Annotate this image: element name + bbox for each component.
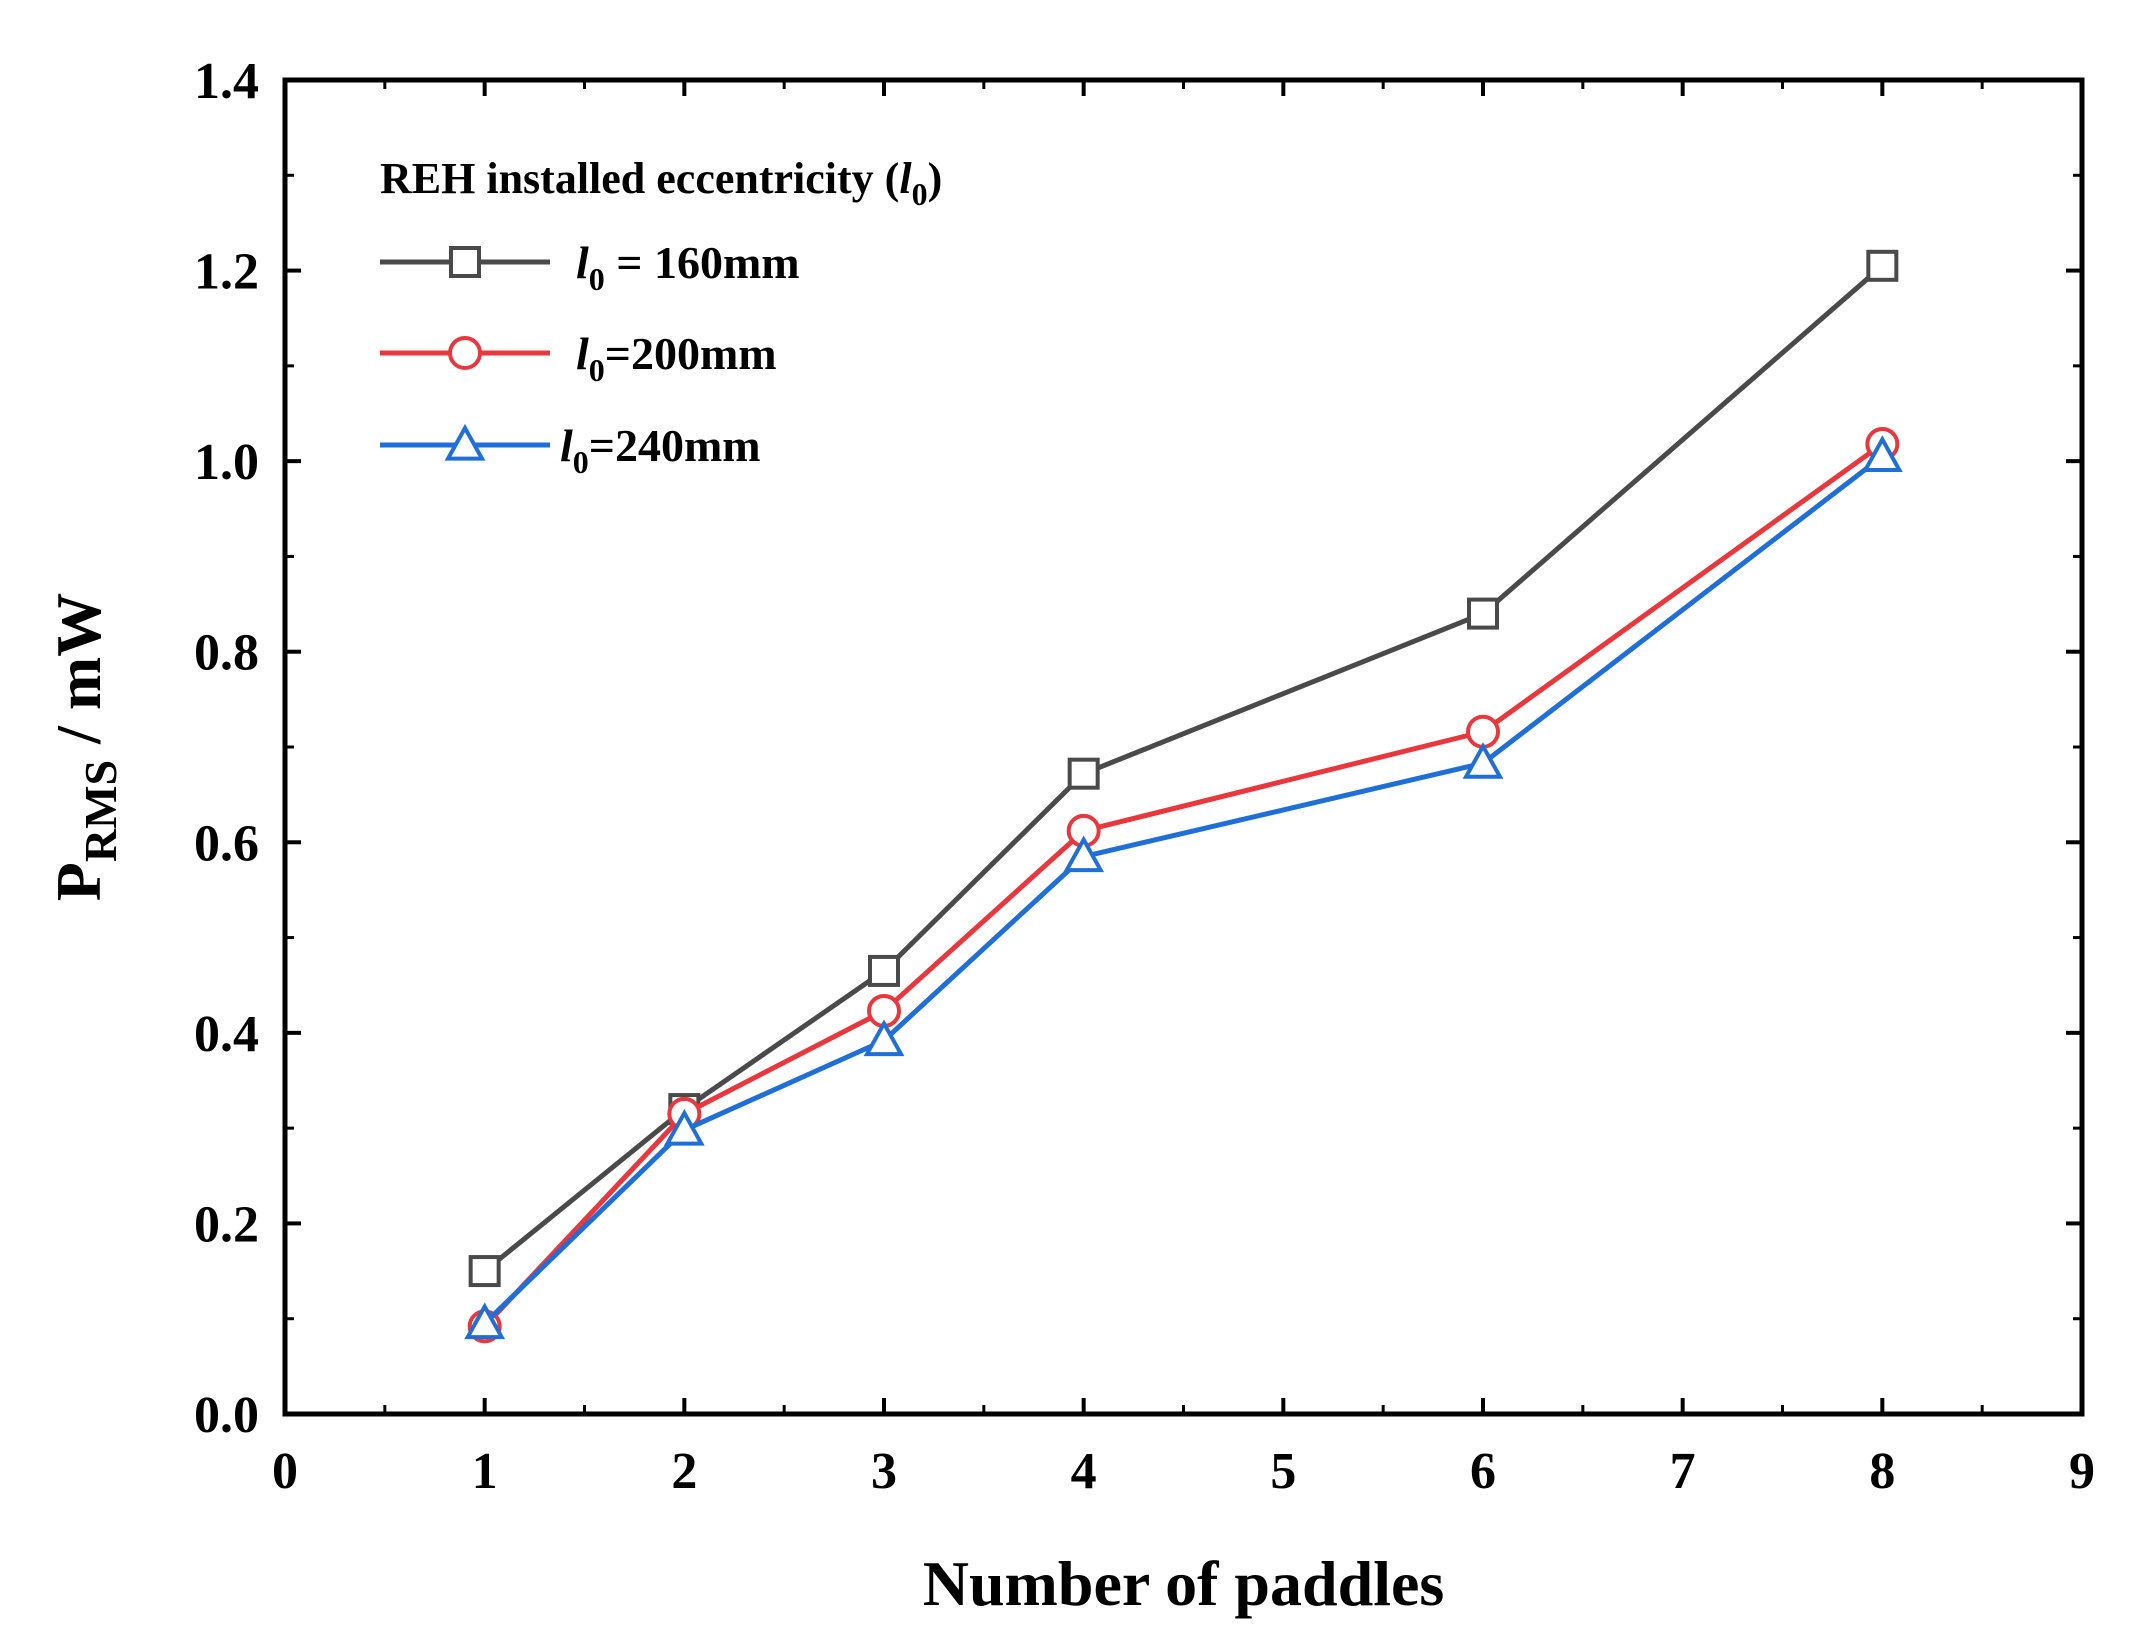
x-tick-label: 9	[2069, 1443, 2095, 1500]
x-tick-label: 7	[1670, 1443, 1696, 1500]
x-tick-label: 4	[1071, 1443, 1097, 1500]
legend-item-3: l0=240mm	[380, 420, 761, 480]
x-tick-label: 8	[1869, 1443, 1895, 1500]
data-point	[663, 1108, 705, 1146]
series-3	[464, 435, 1903, 1340]
data-point	[863, 1019, 905, 1057]
series-2	[467, 426, 1900, 1344]
legend-title: REH installed eccentricity (l0)	[380, 154, 942, 212]
x-tick-label: 0	[272, 1443, 298, 1500]
legend-item-2: l0=200mm	[380, 328, 777, 388]
series-line	[483, 263, 1884, 1274]
plot-area: 0 1 2 3 4 5 6 7 8 9 0.0 0.2 0.4 0.6 0.8 1.0 1.2 1.4	[194, 53, 2095, 1500]
data-point	[1866, 249, 1899, 282]
y-tick-label: 1.2	[194, 244, 259, 301]
x-tick-label: 3	[871, 1443, 897, 1500]
y-tick-label: 0.2	[194, 1196, 259, 1253]
legend-marker	[444, 423, 486, 461]
legend-marker	[449, 246, 481, 278]
data-point	[468, 1255, 501, 1288]
legend-label: l0=200mm	[576, 328, 777, 388]
y-tick-label: 1.4	[194, 53, 259, 110]
y-tick-label: 0.6	[194, 815, 259, 872]
x-tick-label: 5	[1270, 1443, 1296, 1500]
data-point	[1467, 597, 1499, 630]
x-tick-label: 1	[472, 1443, 498, 1500]
legend-label: l0 = 160mm	[576, 237, 800, 297]
legend: REH installed eccentricity (l0) l0 = 160m…	[380, 154, 942, 480]
y-tick-label: 0.8	[194, 625, 259, 682]
x-tick-label: 2	[671, 1443, 697, 1500]
data-point	[1861, 435, 1903, 472]
legend-marker	[448, 336, 482, 370]
y-tick-label: 1.0	[194, 434, 259, 491]
legend-item-1: l0 = 160mm	[380, 237, 800, 297]
y-axis-title: PRMS / mW	[43, 593, 126, 901]
data-point	[464, 1302, 506, 1340]
x-tick-label: 6	[1470, 1443, 1496, 1500]
series-1	[468, 249, 1899, 1288]
legend-label: l0=240mm	[560, 420, 761, 480]
data-point	[1462, 742, 1504, 779]
series-line	[482, 441, 1884, 1329]
x-axis-title: Number of paddles	[923, 1548, 1445, 1619]
data-point	[1063, 835, 1105, 873]
y-tick-label: 0.4	[194, 1006, 259, 1063]
data-point	[1067, 757, 1100, 790]
series-line	[482, 454, 1884, 1326]
series-layer	[464, 249, 1903, 1344]
y-tick-label: 0.0	[194, 1387, 259, 1444]
data-point	[868, 954, 900, 987]
